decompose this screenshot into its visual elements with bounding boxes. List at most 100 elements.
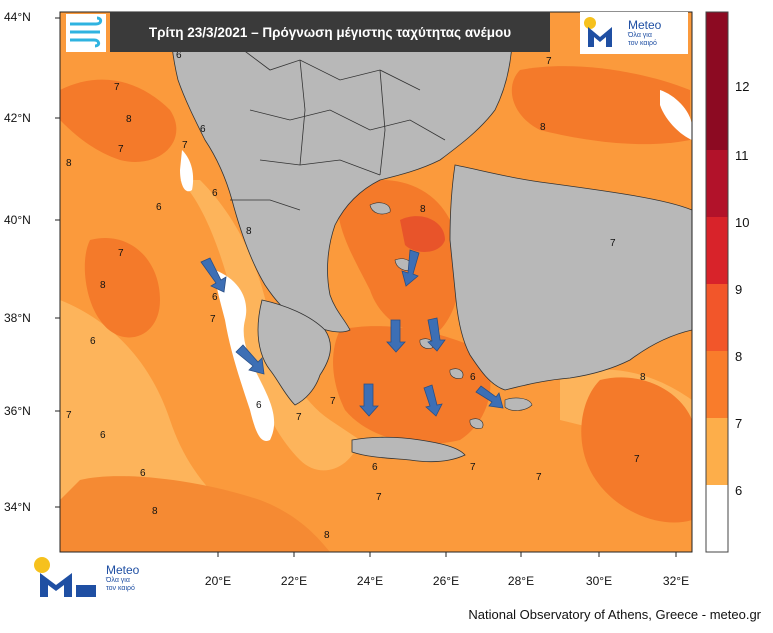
logo-tagline-1: Όλα για — [106, 577, 130, 584]
wind-band-strong — [337, 180, 461, 333]
logo-brand-text: Meteo — [628, 18, 662, 32]
contour-value-label: 6 — [100, 430, 106, 441]
contour-value-label: 6 — [176, 50, 182, 61]
credit-text: National Observatory of Athens, Greece -… — [468, 607, 761, 622]
lat-ticks — [55, 17, 60, 508]
wind-arrows — [200, 249, 504, 417]
lat-label: 36°N — [4, 404, 31, 418]
logo-tagline-2: τον καιρό — [106, 585, 135, 592]
land-island — [369, 202, 391, 215]
wind-arrow — [475, 385, 504, 409]
contour-value-label: 6 — [90, 336, 96, 347]
land-island — [504, 397, 533, 411]
contour-labels: 6 7 8 6 7 8 7 6 6 7 8 6 8 6 7 6 7 8 6 7 6 7 8 7 6 7 8 7 8 7 6 7 8 7 — [66, 50, 646, 541]
colorbar — [705, 11, 729, 553]
contour-value-label: 7 — [376, 492, 382, 503]
logo-brand-text: Meteo — [106, 563, 140, 577]
meteo-logo-top: Meteo Όλα για τον καιρό — [580, 12, 688, 54]
calm-zone — [660, 90, 692, 140]
lon-label: 20°E — [204, 574, 232, 588]
wind-icon — [66, 14, 106, 52]
contour-value-label: 6 — [140, 468, 146, 479]
wind-arrow — [386, 319, 406, 353]
lon-label: 32°E — [662, 574, 690, 588]
logo-tagline-2: τον καιρό — [628, 40, 657, 47]
colorbar-segment — [706, 217, 728, 284]
contour-value-label: 8 — [246, 226, 252, 237]
meteo-logo-icon — [584, 17, 612, 47]
calm-zone — [180, 150, 194, 192]
meteo-logo-icon — [34, 557, 96, 597]
lon-ticks — [217, 552, 677, 557]
wind-arrow — [200, 257, 227, 293]
contour-value-label: 6 — [212, 188, 218, 199]
contour-value-label: 7 — [118, 144, 124, 155]
land-island — [449, 368, 464, 379]
contour-value-label: 7 — [210, 314, 216, 325]
contour-value-label: 7 — [330, 396, 336, 407]
contour-value-label: 8 — [126, 114, 132, 125]
map-title: Τρίτη 23/3/2021 – Πρόγνωση μέγιστης ταχύ… — [110, 12, 550, 52]
land-turkey — [449, 164, 692, 391]
wind-band-strong — [60, 79, 177, 162]
colorbar-segment — [706, 485, 728, 552]
country-borders — [229, 39, 446, 211]
contour-value-label: 7 — [634, 454, 640, 465]
wind-arrow — [401, 249, 420, 287]
colorbar-segment — [706, 284, 728, 351]
contour-value-label: 7 — [182, 140, 188, 151]
logo-tagline-1: Όλα για — [628, 32, 652, 39]
wind-arrow — [235, 344, 265, 375]
colorbar-segment — [706, 351, 728, 418]
contour-value-label: 7 — [118, 248, 124, 259]
contour-value-label: 6 — [256, 400, 262, 411]
lon-label: 22°E — [280, 574, 308, 588]
contour-value-label: 7 — [296, 412, 302, 423]
colorbar-label: 12 — [735, 79, 750, 94]
lon-label: 24°E — [356, 574, 384, 588]
wind-arrow — [359, 383, 379, 417]
land-peloponnese — [257, 299, 331, 406]
colorbar-label: 10 — [735, 215, 750, 230]
contour-value-label: 6 — [470, 372, 476, 383]
contour-value-label: 8 — [152, 506, 158, 517]
contour-value-label: 6 — [372, 462, 378, 473]
colorbar-segment — [706, 150, 728, 217]
contour-value-label: 8 — [420, 204, 426, 215]
lon-label: 28°E — [507, 574, 535, 588]
contour-value-label: 7 — [470, 462, 476, 473]
wind-band-strong — [84, 238, 160, 338]
lat-label: 34°N — [4, 500, 31, 514]
land-crete — [351, 436, 466, 462]
contour-value-label: 7 — [546, 56, 552, 67]
contour-value-label: 8 — [100, 280, 106, 291]
lat-label: 38°N — [4, 311, 31, 325]
colorbar-label: 11 — [735, 148, 749, 163]
lat-label: 40°N — [4, 213, 31, 227]
lon-label: 30°E — [585, 574, 613, 588]
colorbar-label: 6 — [735, 483, 743, 498]
contour-value-label: 6 — [156, 202, 162, 213]
contour-value-label: 8 — [540, 122, 546, 133]
contour-value-label: 7 — [66, 410, 72, 421]
lat-label: 42°N — [4, 111, 31, 125]
lat-label: 44°N — [4, 10, 31, 24]
land-island — [419, 338, 434, 349]
wind-arrow — [423, 384, 443, 417]
wind-band-strong — [581, 377, 692, 523]
colorbar-label: 9 — [735, 282, 743, 297]
colorbar-frame — [705, 11, 729, 553]
colorbar-segment — [706, 12, 728, 150]
wind-band-strong — [400, 216, 445, 252]
colorbar-segment — [706, 418, 728, 485]
contour-value-label: 8 — [66, 158, 72, 169]
contour-value-label: 8 — [640, 372, 646, 383]
contour-value-label: 7 — [610, 238, 616, 249]
contour-value-label: 6 — [212, 292, 218, 303]
contour-value-label: 8 — [324, 530, 330, 541]
meteo-logo-bottom: Meteo Όλα για τον καιρό — [30, 555, 170, 601]
wind-band-strong — [511, 66, 690, 145]
contour-value-label: 7 — [536, 472, 542, 483]
colorbar-label: 8 — [735, 349, 743, 364]
